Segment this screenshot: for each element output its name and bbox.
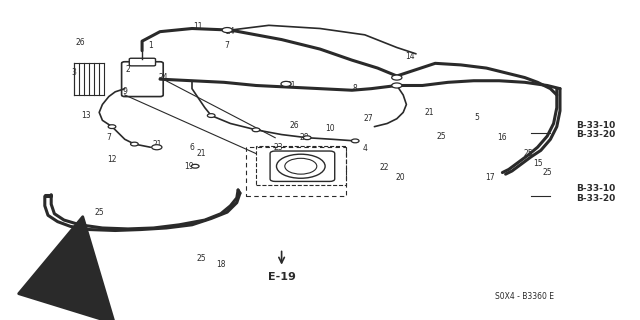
Text: 1: 1 — [148, 41, 153, 51]
Circle shape — [131, 142, 138, 146]
Circle shape — [191, 164, 199, 168]
Text: 21: 21 — [424, 108, 433, 117]
Text: 24: 24 — [225, 27, 236, 36]
Text: 6: 6 — [189, 143, 195, 152]
Circle shape — [252, 128, 260, 132]
Text: 21: 21 — [287, 81, 296, 90]
Text: 3: 3 — [71, 68, 76, 77]
FancyBboxPatch shape — [256, 146, 346, 185]
Text: E-19: E-19 — [268, 272, 296, 282]
Text: 4: 4 — [362, 144, 367, 153]
Text: 13: 13 — [81, 111, 92, 120]
Text: 23: 23 — [273, 143, 284, 152]
Text: 18: 18 — [216, 260, 225, 269]
Text: 24: 24 — [158, 73, 168, 82]
Text: 11: 11 — [194, 22, 203, 31]
Circle shape — [303, 136, 311, 140]
Circle shape — [222, 28, 232, 33]
Text: S0X4 - B3360 E: S0X4 - B3360 E — [495, 292, 554, 301]
Text: B-33-20: B-33-20 — [576, 194, 615, 203]
FancyBboxPatch shape — [270, 151, 335, 181]
FancyBboxPatch shape — [129, 58, 156, 66]
Text: 25: 25 — [436, 132, 447, 141]
Circle shape — [108, 125, 116, 129]
Text: 16: 16 — [497, 133, 508, 142]
Circle shape — [276, 154, 325, 178]
Text: 27: 27 — [363, 114, 373, 123]
Text: 21: 21 — [197, 149, 206, 158]
Text: 25: 25 — [196, 253, 207, 262]
Text: 25: 25 — [542, 168, 552, 177]
Text: 14: 14 — [404, 52, 415, 61]
Text: 19: 19 — [184, 162, 194, 171]
Text: B-33-20: B-33-20 — [576, 130, 615, 139]
Text: 7: 7 — [106, 133, 111, 142]
Text: 2: 2 — [125, 65, 131, 74]
Text: 22: 22 — [380, 163, 388, 172]
Circle shape — [351, 139, 359, 143]
Text: 20: 20 — [395, 173, 405, 182]
Circle shape — [281, 81, 291, 86]
Text: 10: 10 — [324, 124, 335, 133]
Text: 15: 15 — [532, 159, 543, 168]
Text: B-33-10: B-33-10 — [576, 184, 615, 193]
Text: 28: 28 — [300, 133, 308, 142]
Text: FR.: FR. — [48, 285, 66, 295]
Text: 26: 26 — [289, 121, 300, 130]
FancyBboxPatch shape — [122, 62, 163, 97]
Text: 25: 25 — [523, 149, 533, 158]
Text: B-33-10: B-33-10 — [576, 121, 615, 130]
Circle shape — [285, 158, 317, 174]
Text: 12: 12 — [108, 156, 116, 164]
Text: 7: 7 — [225, 41, 230, 51]
Circle shape — [392, 75, 402, 80]
Text: 8: 8 — [353, 84, 358, 93]
Text: 21: 21 — [152, 140, 161, 148]
Text: 25: 25 — [94, 208, 104, 217]
Text: 5: 5 — [474, 113, 479, 122]
Circle shape — [392, 83, 402, 88]
Text: 9: 9 — [122, 87, 127, 96]
Text: 26: 26 — [75, 38, 85, 47]
Text: 17: 17 — [484, 173, 495, 182]
Circle shape — [207, 114, 215, 117]
Circle shape — [152, 145, 162, 150]
